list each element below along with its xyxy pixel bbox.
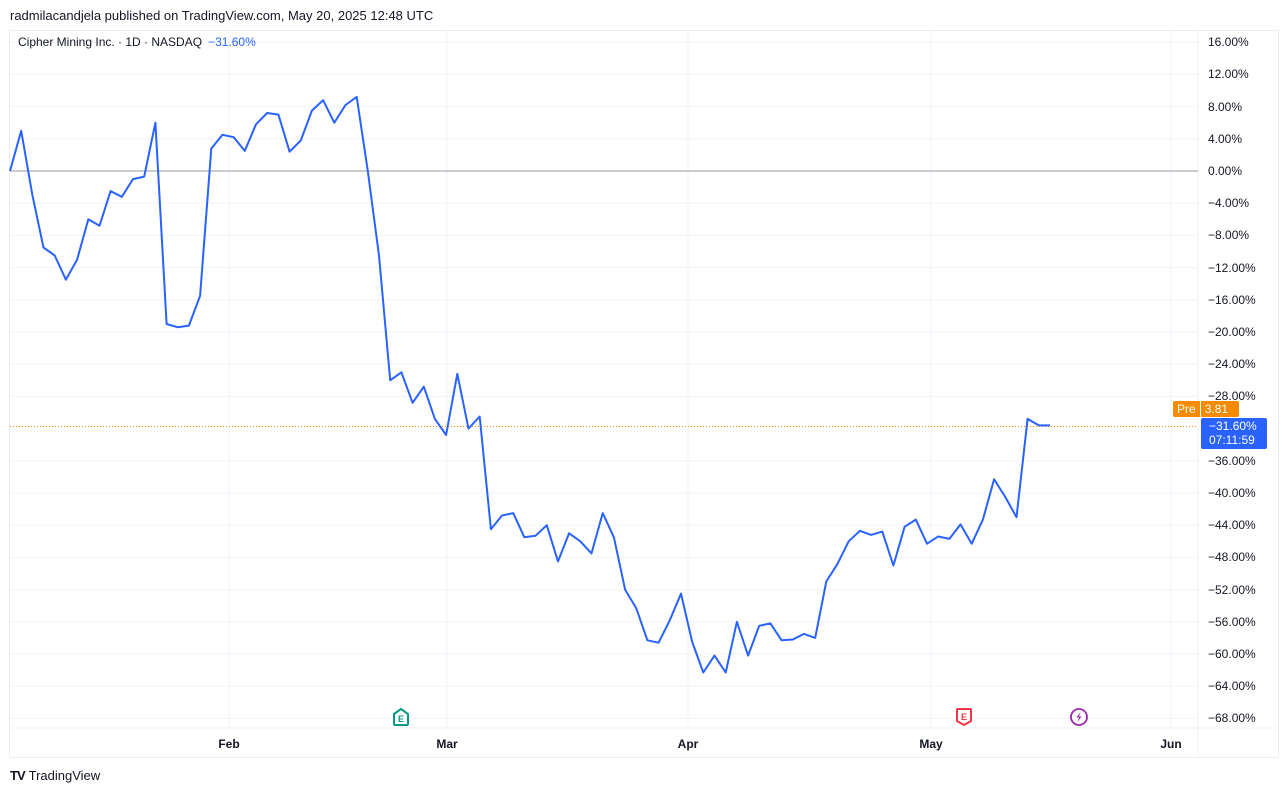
x-tick-label: Apr (677, 737, 699, 751)
y-tick-label: −52.00% (1208, 582, 1256, 597)
last-change: −31.60% (1209, 419, 1257, 433)
y-tick-label: −56.00% (1208, 614, 1256, 629)
published-info: radmilacandjela published on TradingView… (10, 8, 434, 23)
x-tick-label: May (919, 737, 943, 751)
y-tick-label: −44.00% (1208, 518, 1256, 533)
countdown: 07:11:59 (1209, 433, 1255, 447)
y-tick-label: −8.00% (1208, 228, 1250, 243)
earnings-icon-green[interactable]: E (391, 707, 411, 727)
brand-name: TradingView (28, 768, 101, 783)
x-tick-label: Feb (218, 737, 240, 751)
grid-lines (10, 31, 1278, 757)
pre-value: 3.81 (1200, 401, 1239, 417)
pre-label: Pre (1173, 401, 1200, 417)
y-tick-label: −48.00% (1208, 550, 1256, 565)
y-tick-label: 4.00% (1208, 131, 1243, 146)
y-tick-label: −12.00% (1208, 260, 1256, 275)
flash-event-icon[interactable] (1069, 707, 1089, 727)
chart-frame[interactable] (9, 30, 1279, 758)
legend-change: −31.60% (208, 35, 256, 49)
y-tick-label: 16.00% (1208, 35, 1249, 50)
y-tick-label: −16.00% (1208, 292, 1256, 307)
pre-market-badge: Pre 3.81 (1173, 401, 1239, 417)
y-tick-label: 12.00% (1208, 67, 1249, 82)
price-line (9, 95, 1050, 674)
chart-legend: Cipher Mining Inc. · 1D · NASDAQ −31.60% (18, 35, 256, 49)
footer: TV TradingView (10, 768, 100, 783)
y-tick-label: 8.00% (1208, 99, 1243, 114)
y-tick-label: 0.00% (1208, 164, 1243, 178)
x-tick-label: Mar (436, 737, 458, 751)
y-tick-label: −24.00% (1208, 357, 1256, 372)
svg-text:E: E (398, 714, 404, 724)
svg-text:E: E (961, 712, 967, 722)
symbol-title: Cipher Mining Inc. · 1D · NASDAQ (18, 35, 203, 49)
y-tick-label: −20.00% (1208, 325, 1256, 339)
y-tick-label: −64.00% (1208, 679, 1256, 694)
y-tick-label: −40.00% (1208, 486, 1256, 500)
earnings-icon-red[interactable]: E (954, 707, 974, 727)
y-tick-label: −60.00% (1208, 647, 1256, 661)
y-tick-label: −28.00% (1208, 389, 1256, 404)
x-tick-label: Jun (1160, 737, 1182, 751)
tradingview-logo-icon: TV (10, 768, 26, 783)
y-tick-label: −36.00% (1208, 453, 1256, 468)
last-value-badge: −31.60% 07:11:59 (1201, 418, 1267, 449)
y-tick-label: −4.00% (1208, 196, 1250, 211)
y-tick-label: −68.00% (1208, 711, 1256, 726)
